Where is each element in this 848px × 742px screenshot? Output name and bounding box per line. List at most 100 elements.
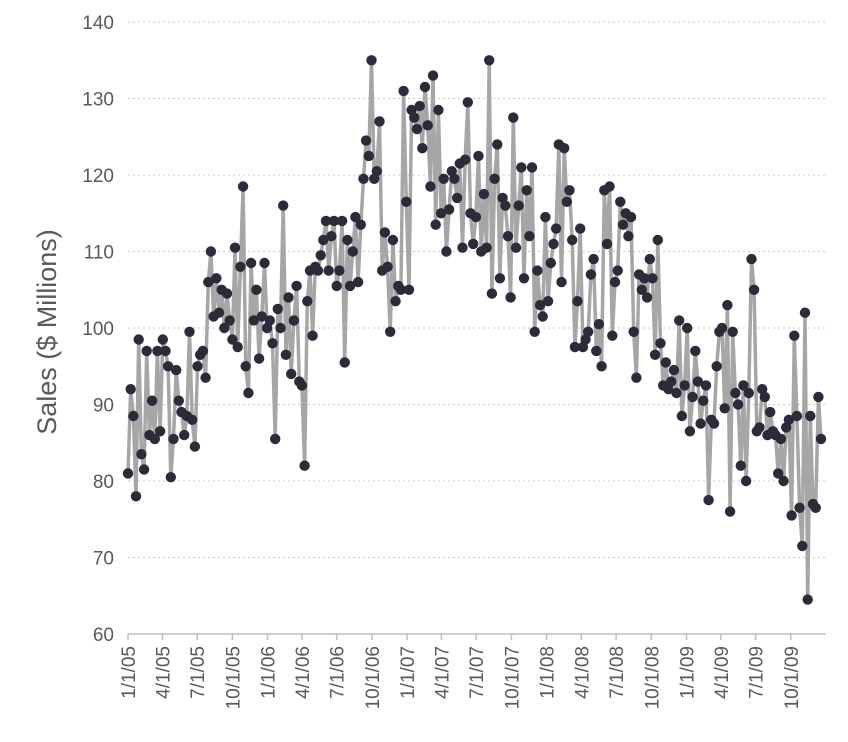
data-point [352, 276, 364, 288]
data-point [438, 173, 449, 184]
data-point [492, 139, 503, 150]
data-point [609, 276, 621, 288]
data-point [253, 353, 265, 364]
data-point [591, 345, 602, 357]
x-tick-label: 7/1/06 [328, 646, 349, 699]
data-point [481, 242, 492, 253]
data-point [583, 326, 594, 337]
data-point [462, 97, 473, 108]
data-point [548, 238, 559, 250]
x-tick-label: 10/1/08 [642, 646, 663, 709]
data-point [200, 372, 211, 383]
data-point [641, 292, 653, 303]
data-point [189, 441, 201, 452]
data-point [323, 265, 334, 276]
data-point [716, 322, 728, 334]
data-point [639, 273, 650, 284]
data-point [740, 475, 752, 487]
x-tick-label: 4/1/05 [153, 646, 174, 699]
data-point [500, 200, 511, 211]
data-point [735, 460, 746, 471]
data-point [655, 338, 666, 349]
data-point [802, 594, 813, 605]
y-tick-label: 80 [93, 472, 114, 493]
data-point [486, 288, 498, 299]
x-tick-label: 7/1/08 [607, 646, 628, 699]
data-point [810, 502, 821, 513]
data-point [149, 433, 160, 445]
data-point [526, 162, 538, 173]
data-point [211, 273, 222, 284]
data-point [259, 257, 270, 269]
data-point [162, 361, 174, 372]
data-point [251, 284, 262, 295]
data-point [358, 173, 369, 184]
x-tick-label: 7/1/09 [747, 646, 768, 699]
data-point [280, 349, 292, 360]
data-point [237, 181, 249, 192]
data-point [165, 472, 176, 483]
data-point [411, 123, 423, 135]
data-point [374, 116, 385, 127]
data-point [778, 475, 789, 487]
data-point [815, 433, 827, 445]
x-tick-label: 10/1/07 [502, 646, 523, 709]
data-point [227, 334, 238, 345]
data-point [173, 395, 184, 406]
data-points [122, 55, 827, 605]
data-point [347, 246, 358, 257]
data-point [799, 307, 811, 318]
data-point [419, 81, 431, 93]
data-point [435, 208, 447, 219]
data-point [593, 319, 605, 330]
data-point [272, 303, 283, 315]
data-point [331, 280, 342, 292]
data-point [387, 234, 399, 246]
data-point [617, 219, 629, 230]
data-point [221, 288, 233, 299]
data-point [267, 338, 278, 349]
data-point [529, 326, 540, 337]
data-point [569, 341, 581, 353]
data-point [502, 231, 514, 242]
data-point [256, 311, 267, 322]
data-point [184, 326, 195, 337]
data-point [738, 380, 749, 391]
data-point [711, 361, 722, 372]
data-point [154, 426, 166, 437]
data-point [671, 387, 682, 399]
data-point [401, 196, 412, 207]
y-tick-label: 60 [93, 625, 114, 646]
x-tick-label: 4/1/06 [293, 646, 314, 699]
data-point [695, 418, 706, 429]
data-point [457, 242, 468, 253]
x-tick-label: 4/1/08 [572, 646, 593, 699]
data-point [596, 361, 607, 372]
data-point [334, 265, 345, 276]
data-point [192, 361, 203, 372]
data-point [805, 410, 816, 422]
data-point [754, 422, 765, 433]
data-point [130, 491, 142, 502]
y-tick-label: 110 [84, 243, 114, 264]
data-point [732, 399, 744, 410]
data-point [660, 357, 671, 368]
data-point [141, 345, 152, 357]
data-point [588, 253, 599, 265]
data-point [813, 391, 824, 403]
data-point [468, 238, 479, 250]
data-point [128, 410, 139, 422]
data-point [682, 322, 693, 334]
data-point [748, 284, 760, 295]
data-point [229, 242, 241, 253]
data-point [703, 494, 714, 506]
data-point [508, 112, 519, 123]
data-point [136, 449, 147, 460]
data-point [326, 231, 337, 242]
x-tick-label: 10/1/05 [223, 646, 244, 709]
data-point [403, 284, 415, 295]
x-tick-label: 10/1/06 [363, 646, 384, 709]
data-point [604, 181, 615, 192]
data-point [395, 284, 407, 295]
